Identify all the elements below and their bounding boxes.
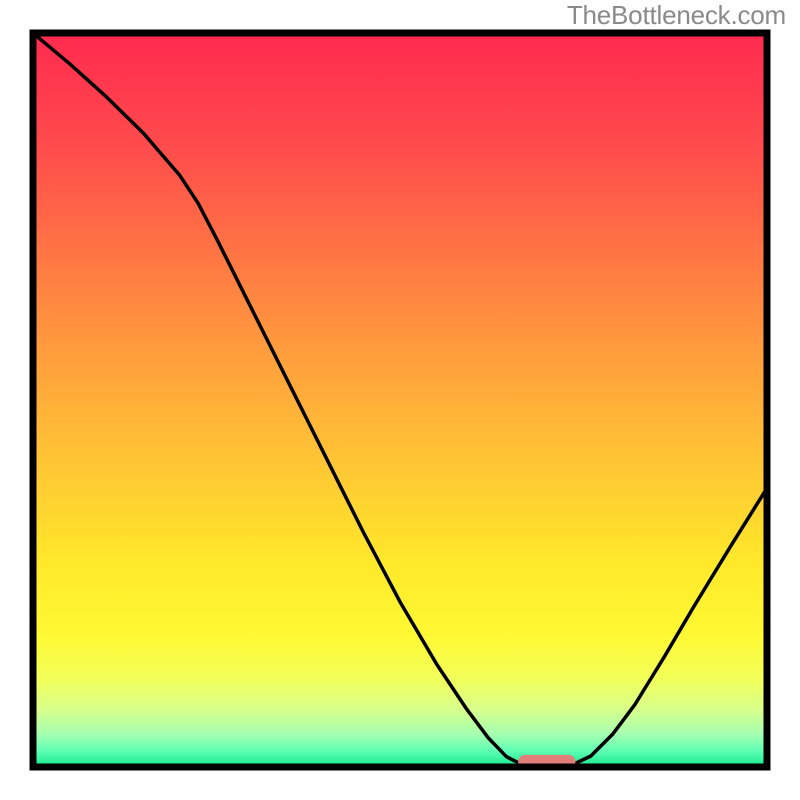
gradient-background bbox=[33, 33, 767, 767]
chart-container: TheBottleneck.com bbox=[0, 0, 800, 800]
bottleneck-chart bbox=[0, 0, 800, 800]
